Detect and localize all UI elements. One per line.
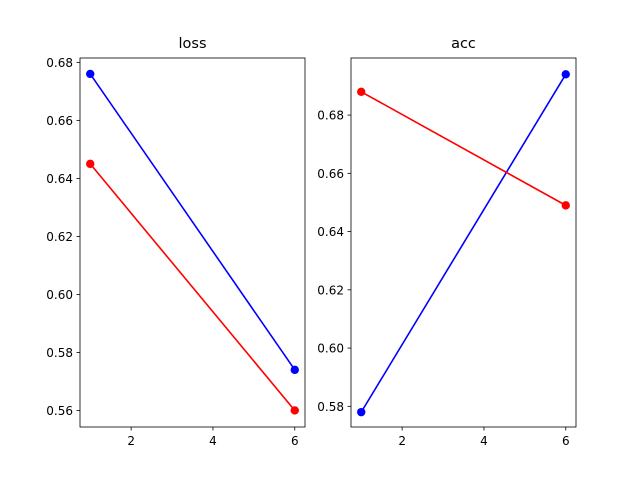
y-tick-label: 0.66 (46, 114, 73, 128)
y-tick-label: 0.58 (317, 400, 344, 414)
chart-title: acc (451, 36, 476, 52)
data-point (357, 87, 366, 96)
series-line (89, 163, 296, 411)
plot-area-loss: 2 4 6 0.56 0.58 0.60 0.62 0.64 0.66 0.68 (46, 56, 306, 448)
y-tick-label: 0.62 (46, 230, 73, 244)
x-tick-label: 2 (127, 434, 135, 448)
data-point (561, 70, 570, 79)
series-line (89, 73, 296, 371)
axes-frame (79, 57, 306, 428)
data-point (290, 365, 299, 375)
x-tick-label: 6 (562, 434, 570, 448)
y-tick-label: 0.56 (46, 404, 73, 418)
data-point (86, 159, 95, 169)
y-tick-label: 0.68 (46, 56, 73, 70)
y-tick-label: 0.60 (317, 342, 344, 356)
plot-area-acc: 2 4 6 0.58 0.60 0.62 0.64 0.66 0.68 (317, 57, 577, 448)
series-line (360, 73, 567, 413)
y-tick-label: 0.64 (317, 225, 344, 239)
y-tick-label: 0.58 (46, 346, 73, 360)
subplot-loss: loss 2 4 6 0.56 0.58 0.60 0.62 0.64 0.66 0.68 (46, 36, 306, 448)
x-tick-label: 4 (209, 434, 217, 448)
subplot-acc: acc 2 4 6 0.58 0.60 0.62 0.64 0.66 0.68 (317, 36, 577, 448)
y-tick-label: 0.68 (317, 109, 344, 123)
chart-title: loss (178, 36, 206, 52)
x-tick-label: 6 (291, 434, 299, 448)
data-point (86, 69, 95, 79)
y-tick-label: 0.60 (46, 288, 73, 302)
y-tick-label: 0.66 (317, 167, 344, 181)
x-tick-label: 4 (480, 434, 488, 448)
data-point (357, 407, 366, 417)
series-line (360, 91, 567, 207)
data-point (290, 406, 299, 415)
axes-frame (350, 57, 577, 428)
y-tick-label: 0.62 (317, 283, 344, 297)
x-tick-label: 2 (398, 434, 406, 448)
y-tick-label: 0.64 (46, 172, 73, 186)
data-point (561, 201, 570, 210)
